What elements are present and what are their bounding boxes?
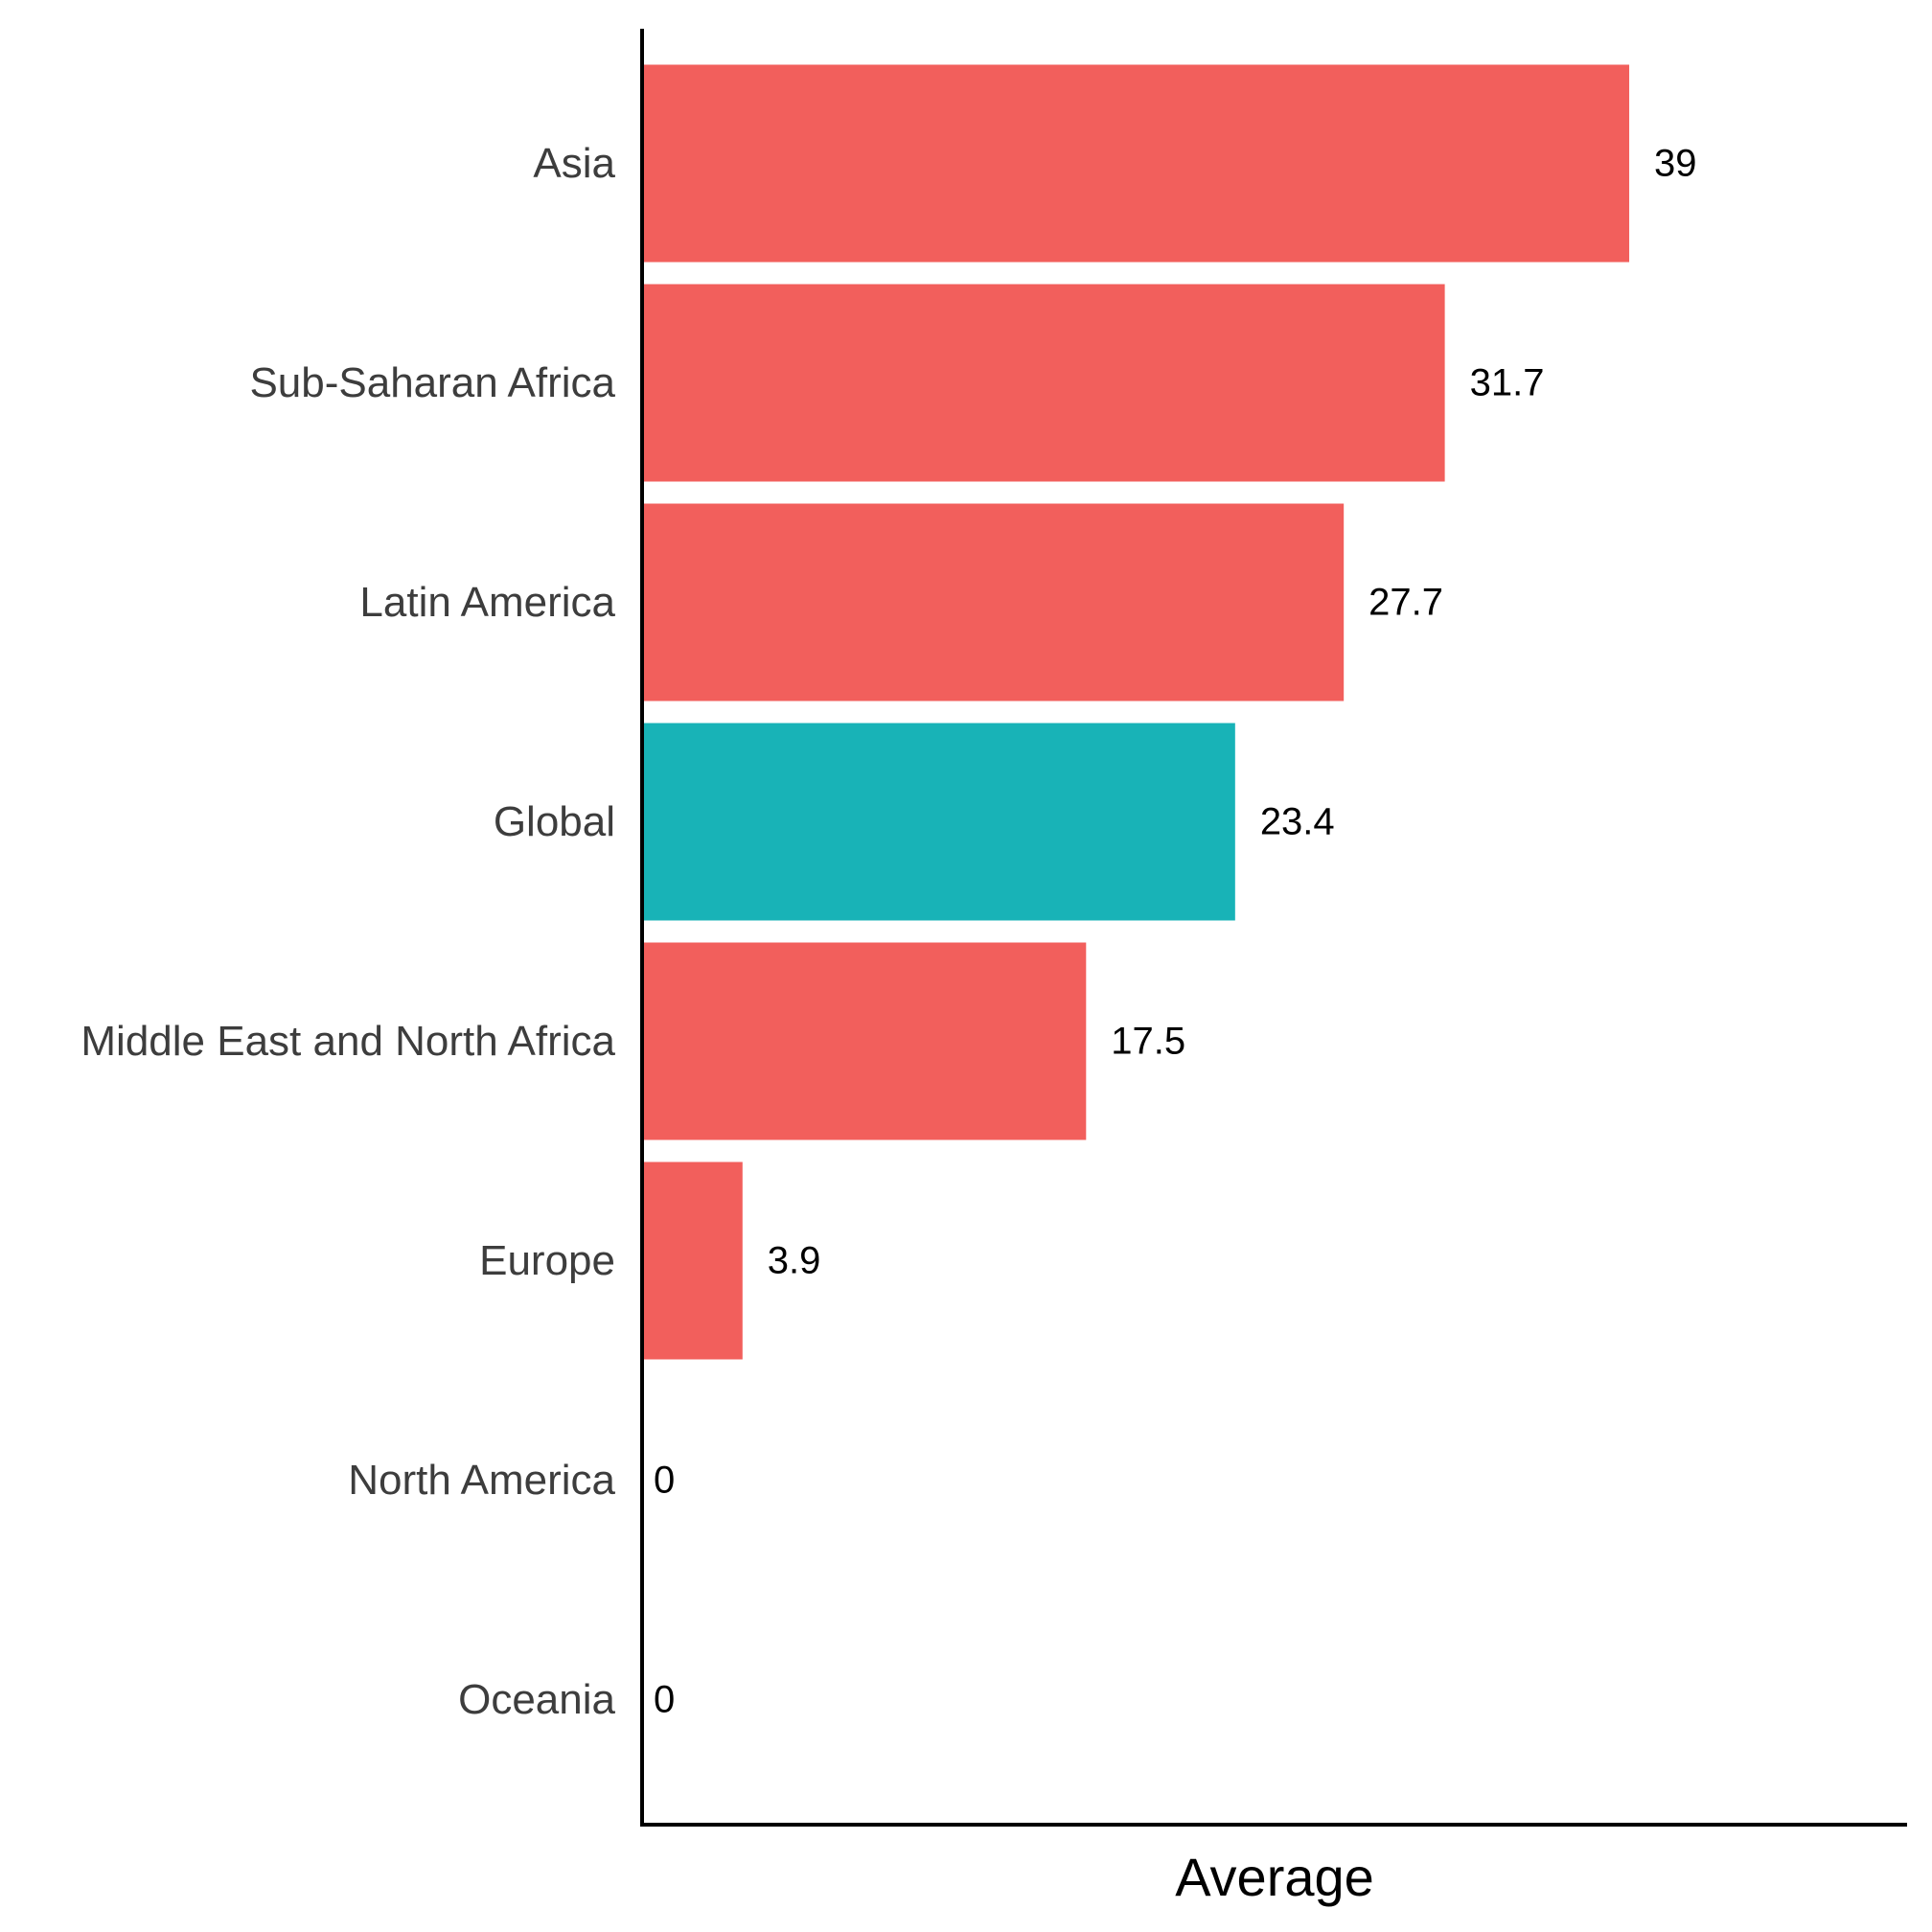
bar-sub-saharan-africa — [644, 284, 1445, 482]
category-label-asia: Asia — [533, 140, 615, 187]
x-axis-title: Average — [1175, 1847, 1374, 1907]
category-label-north-america: North America — [348, 1457, 615, 1504]
bar-europe — [644, 1162, 743, 1360]
bars-group — [644, 64, 1630, 1360]
value-label-europe: 3.9 — [768, 1240, 821, 1282]
category-label-sub-saharan-africa: Sub-Saharan Africa — [249, 359, 615, 406]
category-label-middle-east-and-north-africa: Middle East and North Africa — [80, 1018, 615, 1065]
value-label-global: 23.4 — [1260, 801, 1335, 843]
category-label-oceania: Oceania — [458, 1676, 615, 1723]
value-label-sub-saharan-africa: 31.7 — [1470, 362, 1545, 404]
value-label-middle-east-and-north-africa: 17.5 — [1111, 1021, 1185, 1063]
bar-middle-east-and-north-africa — [644, 942, 1087, 1140]
value-label-north-america: 0 — [654, 1460, 675, 1502]
value-label-latin-america: 27.7 — [1368, 582, 1443, 624]
category-labels: Asia Sub-Saharan Africa Latin America Globa… — [80, 140, 615, 1723]
category-label-global: Global — [494, 798, 615, 845]
category-label-latin-america: Latin America — [359, 579, 615, 626]
value-label-asia: 39 — [1654, 143, 1697, 185]
value-labels: 39 31.7 27.7 23.4 17.5 3.9 0 0 — [654, 143, 1697, 1721]
bar-global — [644, 723, 1235, 921]
bar-asia — [644, 64, 1630, 263]
bar-latin-america — [644, 503, 1345, 702]
category-label-europe: Europe — [479, 1237, 615, 1284]
value-label-oceania: 0 — [654, 1679, 675, 1721]
